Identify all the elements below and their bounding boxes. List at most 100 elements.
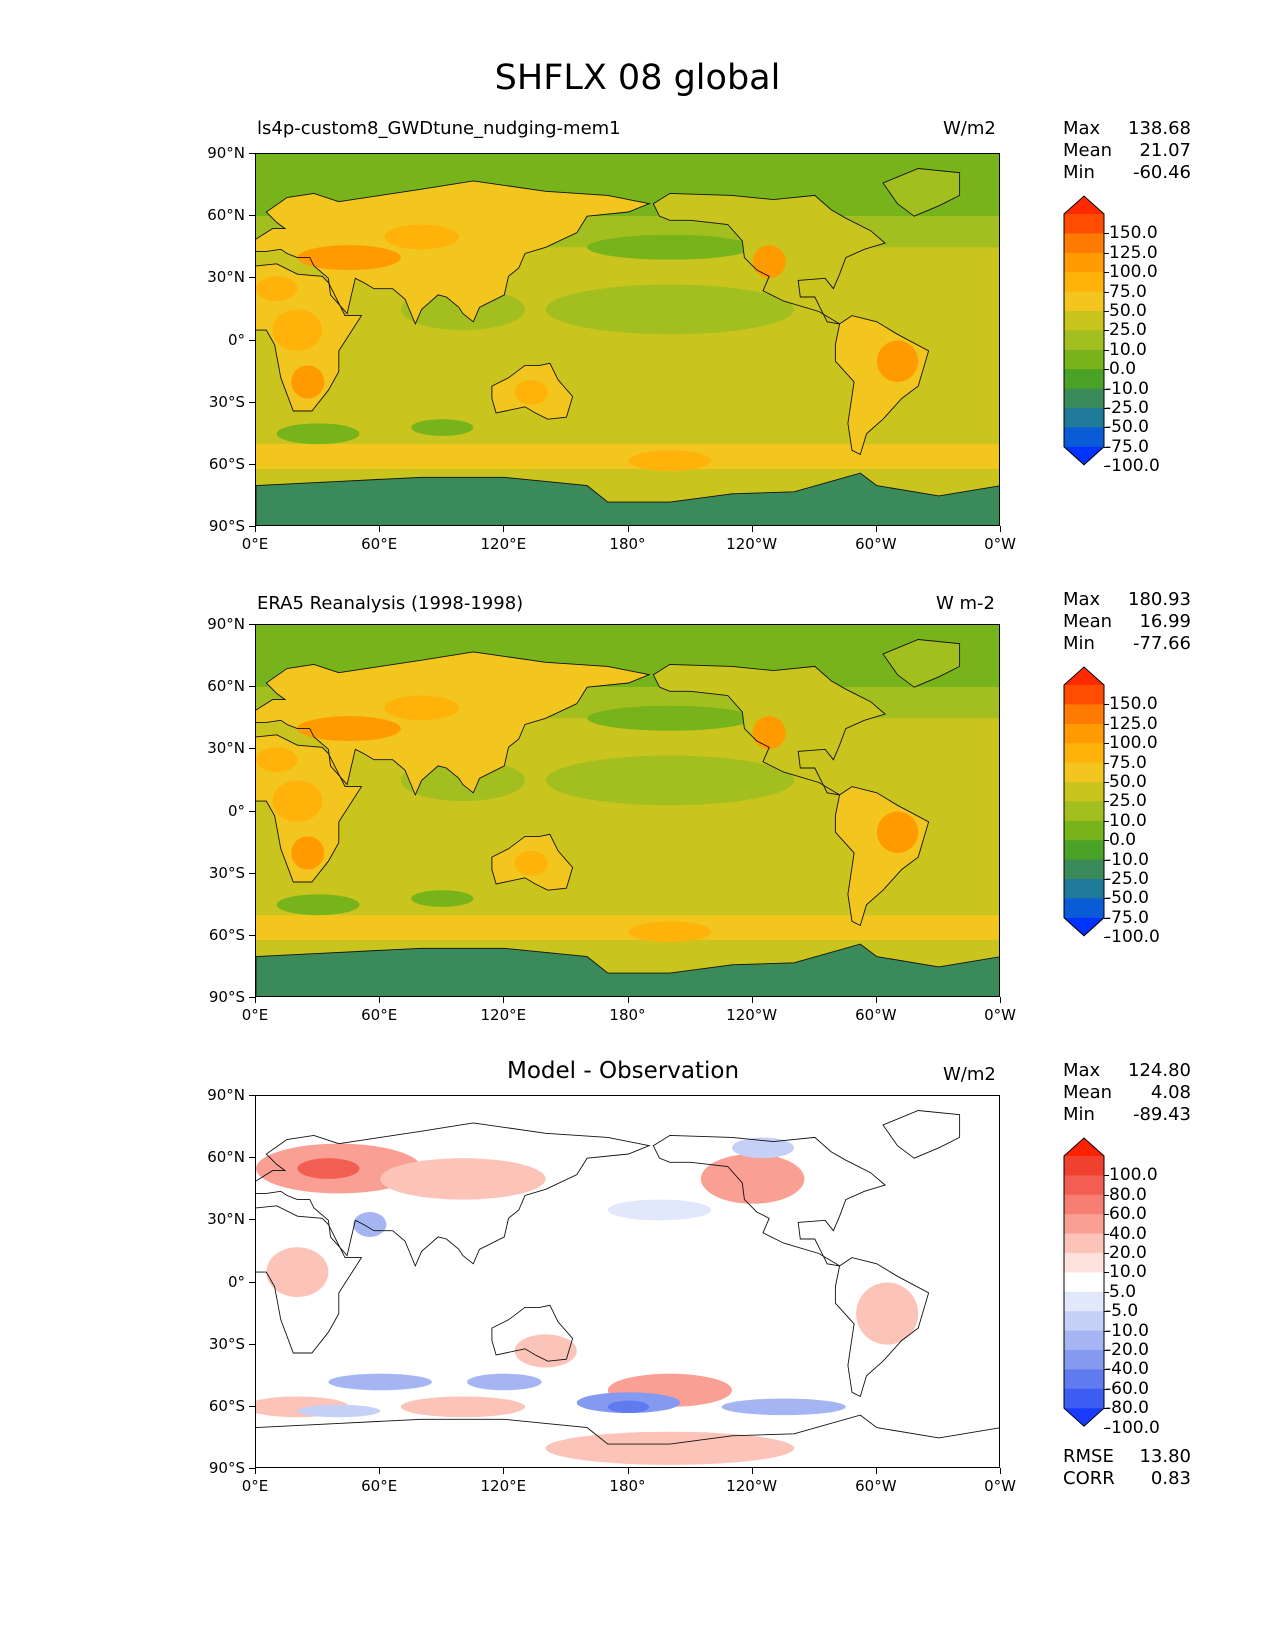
colorbar-label: 20.0 <box>1109 1243 1147 1263</box>
difference-map-field <box>256 1096 999 1467</box>
diff-warm <box>700 1154 805 1204</box>
coastline-samerica <box>834 1257 930 1398</box>
land-field <box>256 651 650 795</box>
x-tick-mark <box>875 1468 877 1474</box>
colorbar-bin <box>1064 272 1104 293</box>
coastline-namerica <box>652 1134 887 1267</box>
colorbar-tick <box>1104 1388 1109 1390</box>
hot-spot <box>256 747 298 773</box>
colorbar-label: -75.0 <box>1105 436 1149 457</box>
colorbar-bin <box>1064 723 1104 744</box>
hot-spot <box>514 850 548 876</box>
colorbar-bin <box>1064 1272 1104 1293</box>
colorbar-label: 40.0 <box>1109 1223 1147 1244</box>
colorbar-bin <box>1064 1350 1104 1370</box>
x-tick-label: 180° <box>609 535 646 553</box>
colorbar-bin <box>1064 1156 1104 1176</box>
colorbar-extend-max <box>1064 196 1104 214</box>
difference-map <box>255 1095 1000 1468</box>
x-tick-label: 0°W <box>984 1006 1016 1024</box>
colorbar-tick <box>1104 937 1109 939</box>
colorbar-graphic <box>1063 666 1105 937</box>
y-tick-mark <box>249 339 255 341</box>
colorbar-bin <box>1064 369 1104 390</box>
coastline-australia <box>491 833 574 891</box>
colorbar-label: 10.0 <box>1109 810 1147 831</box>
colorbar-extend-max <box>1064 1138 1104 1156</box>
colorbar-bin <box>1064 291 1104 312</box>
colorbar-label: -80.0 <box>1105 1398 1149 1419</box>
colorbar-bin <box>1064 349 1104 370</box>
diff-cool <box>721 1398 846 1416</box>
y-tick-label: 0° <box>227 1272 245 1291</box>
diff-warm <box>514 1334 577 1368</box>
colorbar-label: 100.0 <box>1109 1165 1158 1186</box>
colorbar-label: -20.0 <box>1105 1340 1149 1360</box>
colorbar-bin <box>1064 820 1104 841</box>
y-tick-label: 60°S <box>208 925 245 944</box>
x-tick-label: 180° <box>609 1006 646 1024</box>
colorbar-tick <box>1104 291 1109 293</box>
hot-spot <box>297 245 401 271</box>
colorbar-bin <box>1064 1369 1104 1390</box>
colorbar-tick <box>1104 898 1109 900</box>
coastline-antarctica <box>256 943 999 996</box>
colorbar-bin <box>1064 685 1104 705</box>
figure-title: SHFLX 08 global <box>494 58 781 98</box>
x-tick-label: 0°E <box>241 1477 269 1495</box>
colorbar-extend-min <box>1064 917 1104 936</box>
diff-warm <box>545 1431 795 1465</box>
x-tick-label: 180° <box>609 1477 646 1495</box>
x-tick-mark <box>751 1468 753 1474</box>
colorbar-bin <box>1064 214 1104 234</box>
colorbar-tick <box>1104 446 1109 448</box>
y-tick-mark <box>249 1405 255 1407</box>
diff-cool <box>607 1400 650 1414</box>
field-patch <box>545 755 795 806</box>
y-tick-label: 90°N <box>207 1086 245 1104</box>
panel-title: Model - Observation <box>507 1058 740 1084</box>
colorbar-tick <box>1104 1175 1109 1177</box>
y-tick-mark <box>249 277 255 279</box>
x-tick-mark <box>1000 1468 1001 1474</box>
colorbar-tick <box>1104 330 1109 332</box>
colorbar-label: 25.0 <box>1109 791 1147 812</box>
model-map-field <box>256 154 999 525</box>
diff-cool <box>297 1404 381 1418</box>
colorbar-label: 25.0 <box>1109 320 1147 341</box>
coastline-samerica <box>834 315 930 456</box>
y-tick-label: 30°N <box>207 1210 245 1229</box>
x-tick-label: 120°E <box>480 1006 527 1024</box>
y-tick-mark <box>249 686 255 688</box>
diff-cool <box>607 1199 712 1221</box>
hot-spot <box>297 716 401 742</box>
y-tick-mark <box>249 1468 255 1469</box>
diff-warm <box>297 1158 360 1179</box>
y-tick-label: 60°S <box>208 454 245 473</box>
coastline-samerica <box>834 786 930 927</box>
coastline-antarctica <box>256 472 999 525</box>
hot-spot <box>256 276 298 302</box>
diff-warm <box>856 1282 919 1345</box>
colorbar-tick <box>1104 1311 1109 1313</box>
colorbar-tick <box>1104 252 1109 254</box>
colorbar-tick <box>1104 1291 1109 1293</box>
y-tick-label: 0° <box>227 801 245 820</box>
colorbar-bin <box>1064 1175 1104 1196</box>
colorbar-label: -10.0 <box>1105 1320 1149 1341</box>
coastline-eurasia <box>256 180 651 326</box>
y-tick-label: 60°N <box>207 677 245 696</box>
stat-min: Min -60.46 <box>1063 162 1191 183</box>
y-tick-mark <box>249 810 255 812</box>
colorbar-graphic <box>1063 1137 1105 1427</box>
colorbar-tick <box>1104 369 1109 371</box>
x-tick-label: 60°W <box>855 535 897 553</box>
x-tick-label: 120°W <box>726 535 778 553</box>
colorbar-extend-max <box>1064 667 1104 685</box>
y-tick-label: 90°S <box>208 988 245 1006</box>
colorbar-tick <box>1104 917 1109 919</box>
colorbar-bin <box>1064 427 1104 448</box>
x-tick-mark <box>255 526 256 532</box>
field-patch <box>628 921 712 943</box>
colorbar-label: 50.0 <box>1109 772 1147 792</box>
